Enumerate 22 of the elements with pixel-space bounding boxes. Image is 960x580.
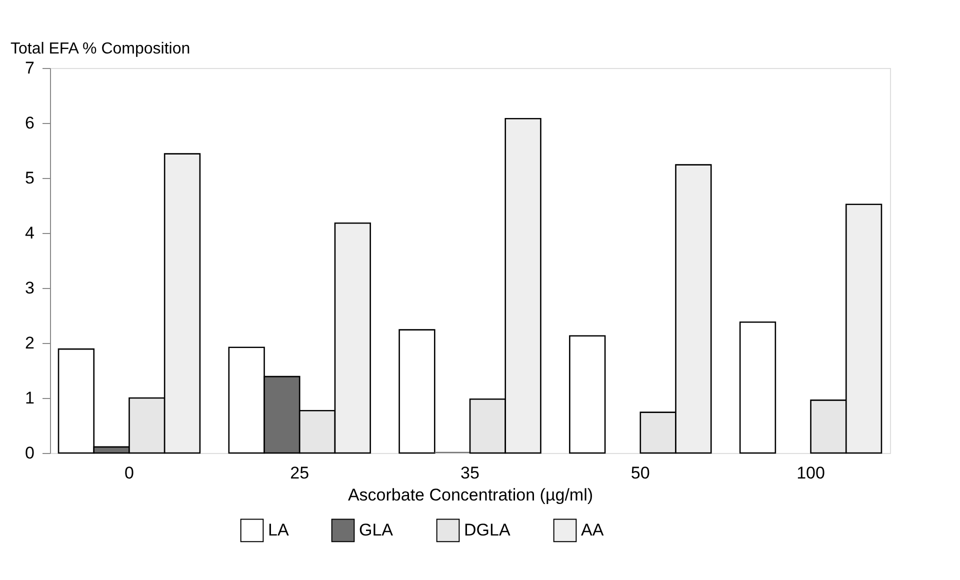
legend-label: GLA (359, 520, 394, 540)
bar (739, 321, 776, 454)
y-tick-label: 1 (25, 388, 34, 408)
x-tick-label: 25 (290, 464, 310, 482)
bar (569, 335, 606, 454)
y-tick-label: 6 (25, 114, 34, 132)
y-tick-label: 2 (25, 334, 34, 352)
x-tick-label: 50 (630, 464, 650, 482)
x-tick-label: 100 (796, 464, 825, 482)
x-tick-label: 35 (460, 464, 480, 482)
y-tick-label: 5 (25, 168, 34, 188)
y-tick-label: 0 (25, 444, 34, 462)
legend-label: LA (268, 520, 290, 540)
y-axis-title: Total EFA % Composition (10, 40, 190, 58)
x-tick-label: 0 (124, 464, 134, 482)
legend-label: DGLA (464, 520, 511, 540)
y-tick-label: 4 (25, 224, 34, 242)
legend-label: AA (581, 520, 604, 540)
bar (398, 329, 436, 454)
y-tick-label: 3 (25, 278, 34, 298)
x-axis-title: Ascorbate Concentration (µg/ml) (348, 486, 594, 504)
y-tick-label: 7 (25, 58, 34, 78)
